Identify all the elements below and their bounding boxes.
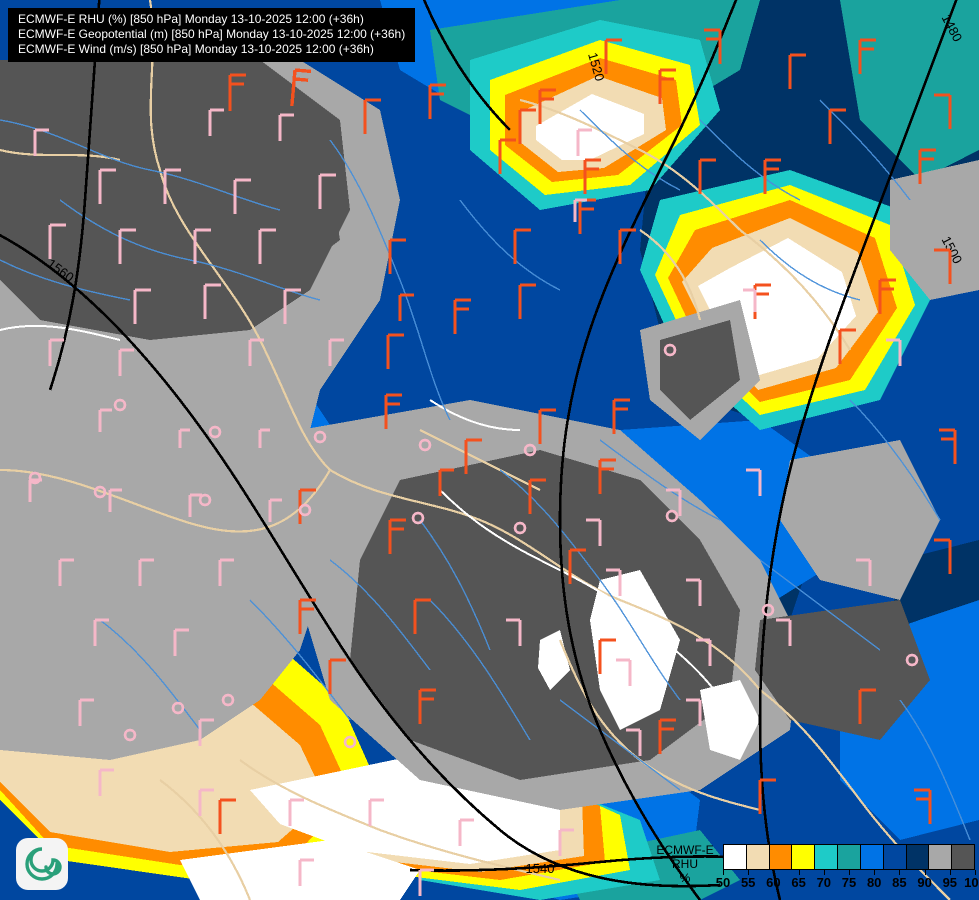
- legend-tick-label: 65: [791, 875, 806, 890]
- legend-tick-mark: [798, 870, 800, 875]
- legend-tick-mark: [723, 870, 724, 875]
- title-line-rhu: ECMWF-E RHU (%) [850 hPa] Monday 13-10-2…: [18, 12, 364, 26]
- legend-tick-label: 55: [740, 875, 756, 890]
- legend-swatch-95-100: [952, 845, 974, 869]
- legend-tick-mark: [924, 870, 926, 875]
- legend-parameter-label: RHU: [672, 857, 698, 871]
- legend-tick-label: 90: [917, 875, 932, 890]
- wind-barbs: [28, 28, 957, 896]
- rhu-band-95-100: [660, 320, 740, 420]
- legend-caption: ECMWF-E RHU %: [651, 843, 719, 885]
- rhu-band-90-95: [780, 440, 940, 600]
- legend-tick-mark: [899, 870, 901, 875]
- legend-tick-mark: [823, 870, 825, 875]
- legend-unit-label: %: [679, 871, 691, 885]
- rhu-band-95-100: [755, 600, 930, 740]
- legend-tick-label: 95: [942, 875, 958, 890]
- legend-swatch-90-95: [929, 845, 953, 869]
- rhu-dry-valley: [700, 680, 760, 760]
- legend-model-label: ECMWF-E: [656, 843, 714, 857]
- title-block: ECMWF-E RHU (%) [850 hPa] Monday 13-10-2…: [8, 8, 416, 62]
- legend-tick-label: 50: [715, 875, 731, 890]
- legend-colorbar: [723, 844, 975, 870]
- rhu-band-70-75: [840, 0, 979, 180]
- rhu-dry-valley: [590, 570, 680, 730]
- title-line-wind: ECMWF-E Wind (m/s) [850 hPa] Monday 13-1…: [18, 42, 374, 56]
- legend-swatch-80-85: [883, 845, 907, 869]
- swirl-logo[interactable]: [16, 838, 68, 890]
- legend-tick-label: 75: [841, 875, 857, 890]
- rhu-band-90-95: [890, 160, 979, 300]
- legend-swatch-50-55: [746, 845, 770, 869]
- legend-swatch-lt50: [724, 845, 747, 869]
- legend-ticks: 50 55 60 65 70 75 80 85 90 95 100: [716, 870, 979, 898]
- contour-label-1540: 1540: [526, 861, 555, 876]
- legend-tick-mark: [874, 870, 876, 875]
- legend-swatch-60-65: [792, 845, 816, 869]
- rivers: [0, 99, 971, 841]
- administrative-borders: [0, 0, 951, 900]
- legend-swatch-65-70: [815, 845, 839, 869]
- rhu-band-95-100: [0, 60, 350, 340]
- rhu-band-below-50: [536, 94, 644, 160]
- legend-tick-mark: [748, 870, 750, 875]
- coastline: [0, 324, 741, 731]
- legend-tick-mark: [975, 870, 976, 875]
- legend-swatch-55-60: [769, 845, 793, 869]
- legend-tick-label: 80: [866, 875, 882, 890]
- legend-tick-mark: [849, 870, 850, 875]
- legend-swatch-85-90: [906, 845, 930, 869]
- rhu-color-legend: ECMWF-E RHU % 50 55 60 65 70 75 80 85 90 95 100: [651, 841, 979, 900]
- legend-swatch-70-75: [838, 845, 861, 869]
- legend-swatch-75-80: [860, 845, 884, 869]
- rhu-band-95-100: [230, 180, 340, 270]
- legend-tick-label: 85: [892, 875, 907, 890]
- legend-tick-mark: [773, 870, 775, 875]
- title-line-geopotential: ECMWF-E Geopotential (m) [850 hPa] Monda…: [18, 27, 406, 41]
- legend-tick-label: 70: [816, 875, 832, 890]
- legend-tick-mark: [949, 870, 951, 875]
- legend-tick-label: 60: [766, 875, 781, 890]
- legend-tick-label: 100: [964, 875, 979, 890]
